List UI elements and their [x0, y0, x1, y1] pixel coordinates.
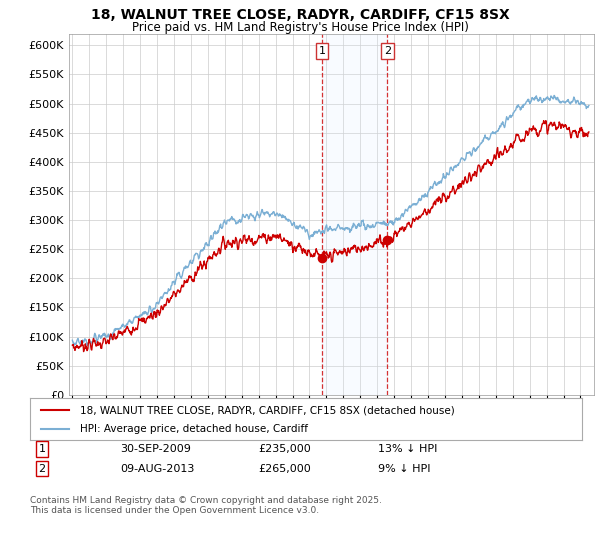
Text: 1: 1: [319, 46, 326, 56]
Text: 2: 2: [38, 464, 46, 474]
Text: 18, WALNUT TREE CLOSE, RADYR, CARDIFF, CF15 8SX (detached house): 18, WALNUT TREE CLOSE, RADYR, CARDIFF, C…: [80, 405, 454, 415]
Bar: [322, 34, 388, 395]
Text: 13% ↓ HPI: 13% ↓ HPI: [378, 444, 437, 454]
Text: £265,000: £265,000: [258, 464, 311, 474]
Text: Price paid vs. HM Land Registry's House Price Index (HPI): Price paid vs. HM Land Registry's House …: [131, 21, 469, 34]
Text: £235,000: £235,000: [258, 444, 311, 454]
Text: Contains HM Land Registry data © Crown copyright and database right 2025.
This d: Contains HM Land Registry data © Crown c…: [30, 496, 382, 515]
Text: 30-SEP-2009: 30-SEP-2009: [120, 444, 191, 454]
Text: 18, WALNUT TREE CLOSE, RADYR, CARDIFF, CF15 8SX: 18, WALNUT TREE CLOSE, RADYR, CARDIFF, C…: [91, 8, 509, 22]
Text: HPI: Average price, detached house, Cardiff: HPI: Average price, detached house, Card…: [80, 424, 308, 434]
Text: 2: 2: [384, 46, 391, 56]
Text: 9% ↓ HPI: 9% ↓ HPI: [378, 464, 431, 474]
Text: 1: 1: [38, 444, 46, 454]
Text: 09-AUG-2013: 09-AUG-2013: [120, 464, 194, 474]
